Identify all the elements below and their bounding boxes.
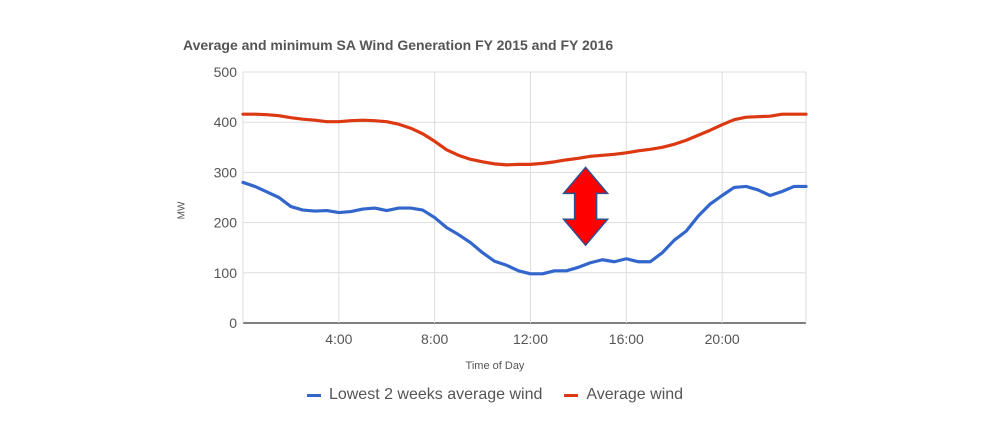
legend-label-average: Average wind [586, 386, 684, 403]
legend-swatch-average [564, 393, 579, 397]
y-tick-label: 400 [214, 114, 238, 130]
legend-label-lowest: Lowest 2 weeks average wind [328, 386, 543, 403]
series-line-lowest-2-weeks[interactable] [241, 180, 808, 276]
chart-title: Average and minimum SA Wind Generation F… [183, 37, 614, 53]
legend: Lowest 2 weeks average wind Average wind [0, 386, 990, 404]
x-tick-label: 4:00 [325, 331, 352, 347]
y-tick-label: 300 [214, 164, 238, 180]
y-tick-label: 200 [214, 215, 238, 231]
y-tick-label: 500 [214, 64, 238, 80]
y-tick-label: 100 [214, 265, 238, 281]
x-axis-label: Time of Day [465, 360, 525, 372]
x-tick-label: 20:00 [705, 331, 740, 347]
legend-item-average[interactable]: Average wind [564, 386, 683, 404]
x-tick-label: 16:00 [609, 331, 644, 347]
series-line-average-wind[interactable] [241, 112, 808, 167]
legend-swatch-lowest [306, 393, 321, 397]
y-tick-label: 0 [229, 315, 237, 331]
y-axis-label: MW [176, 201, 188, 220]
legend-item-lowest[interactable]: Lowest 2 weeks average wind [306, 386, 543, 404]
x-tick-label: 8:00 [421, 331, 448, 347]
x-tick-label: 12:00 [513, 331, 548, 347]
double-arrow-annotation [561, 166, 610, 247]
